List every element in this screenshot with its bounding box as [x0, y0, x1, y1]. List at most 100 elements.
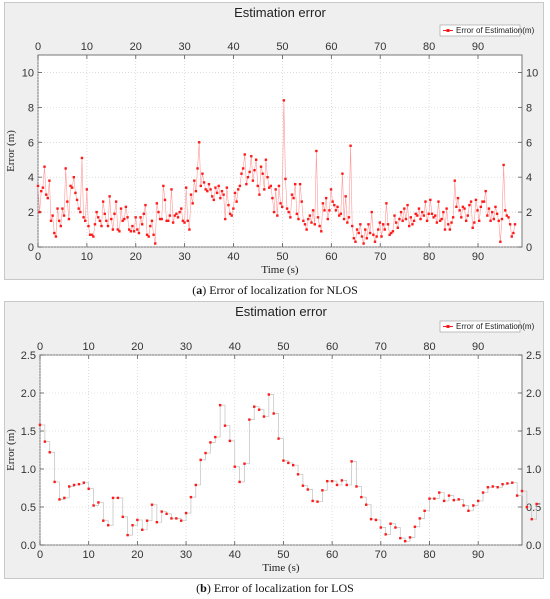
x-tick-label-top: 10 — [83, 341, 95, 353]
x-tick-label-top: 70 — [374, 41, 386, 53]
data-point — [243, 153, 246, 156]
data-point — [456, 196, 460, 200]
data-point — [346, 221, 349, 224]
data-point — [360, 495, 363, 499]
data-point — [497, 219, 500, 223]
data-point — [44, 193, 48, 196]
data-point — [38, 423, 42, 427]
data-point — [345, 483, 348, 487]
data-point — [342, 217, 346, 221]
data-point — [82, 216, 85, 219]
data-point — [362, 242, 365, 245]
data-point — [157, 210, 160, 214]
data-point — [266, 175, 269, 179]
data-point — [409, 216, 413, 219]
data-point — [315, 149, 318, 153]
y-tick-label-right: 0 — [526, 242, 532, 254]
y-tick-label-right: 1.0 — [526, 464, 541, 476]
data-point — [430, 212, 434, 216]
data-point — [530, 517, 533, 521]
data-point — [489, 219, 492, 223]
data-point — [472, 504, 475, 507]
data-point — [119, 207, 123, 210]
data-point — [140, 223, 144, 226]
data-point — [132, 230, 136, 233]
data-point — [375, 235, 378, 238]
data-point — [194, 483, 197, 487]
data-point — [69, 184, 72, 188]
data-point — [291, 464, 295, 467]
data-point — [237, 188, 240, 191]
data-point — [297, 217, 300, 221]
data-point — [464, 219, 468, 223]
data-point — [379, 526, 383, 529]
data-point — [100, 224, 103, 228]
data-point — [215, 191, 219, 195]
data-point — [492, 217, 496, 221]
data-point — [365, 237, 369, 240]
data-point — [92, 504, 95, 507]
data-point — [88, 233, 92, 236]
data-point — [254, 158, 258, 161]
data-point — [328, 209, 331, 212]
data-point — [63, 496, 66, 500]
data-point — [331, 200, 334, 203]
data-point — [357, 231, 360, 235]
data-point — [41, 186, 45, 189]
data-point — [173, 214, 176, 217]
data-point — [141, 528, 144, 531]
data-point — [217, 184, 220, 188]
data-point — [253, 405, 256, 408]
x-tick-label-top: 0 — [37, 341, 43, 353]
x-tick-label: 0 — [35, 251, 41, 263]
data-point — [165, 512, 168, 516]
y-tick-label-right: 8 — [526, 102, 532, 114]
data-point — [453, 179, 456, 182]
data-point — [486, 486, 490, 489]
data-point — [421, 210, 424, 214]
chart-title: Estimation error — [234, 5, 326, 20]
y-tick-label-right: 2 — [526, 207, 532, 219]
data-point — [61, 207, 64, 210]
y-tick-label-right: 1.5 — [526, 426, 541, 438]
x-tick-label-top: 90 — [472, 41, 484, 53]
data-point — [302, 219, 305, 223]
data-point — [365, 503, 368, 506]
x-tick-label-top: 70 — [375, 341, 387, 353]
data-point — [403, 540, 407, 543]
x-tick-label-top: 80 — [423, 341, 435, 353]
data-point — [499, 240, 502, 243]
x-tick-label-top: 30 — [179, 41, 191, 53]
data-point — [170, 188, 173, 191]
data-point — [502, 163, 505, 167]
data-point — [114, 200, 118, 203]
data-point — [136, 228, 139, 231]
data-point — [401, 219, 404, 223]
data-point — [116, 228, 119, 231]
caption-text: Error of localization for NLOS — [209, 283, 358, 297]
data-point — [505, 214, 509, 217]
data-point — [438, 219, 442, 223]
data-point — [290, 193, 294, 196]
data-point — [429, 198, 432, 202]
data-point — [535, 502, 538, 506]
data-point — [287, 210, 290, 214]
data-point — [511, 481, 514, 484]
caption-text: Error of localization for LOS — [213, 581, 354, 595]
plot-area — [39, 354, 523, 546]
data-point — [243, 462, 246, 465]
data-point — [437, 200, 440, 203]
data-point — [136, 518, 139, 522]
data-point — [300, 200, 303, 203]
legend-marker — [446, 325, 450, 328]
data-point — [223, 424, 227, 427]
data-point — [43, 165, 46, 168]
x-tick-label: 40 — [227, 251, 239, 263]
data-point — [337, 214, 341, 217]
data-point — [121, 219, 124, 223]
data-point — [473, 221, 476, 224]
data-point — [368, 231, 372, 235]
data-point — [214, 186, 217, 189]
data-point — [58, 498, 61, 501]
data-point — [84, 219, 87, 223]
